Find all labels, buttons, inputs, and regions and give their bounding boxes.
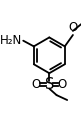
Text: O: O <box>68 21 78 34</box>
Text: O: O <box>32 78 41 91</box>
Text: O: O <box>58 78 67 91</box>
Text: H₂N: H₂N <box>0 34 22 47</box>
Text: S: S <box>45 77 54 92</box>
